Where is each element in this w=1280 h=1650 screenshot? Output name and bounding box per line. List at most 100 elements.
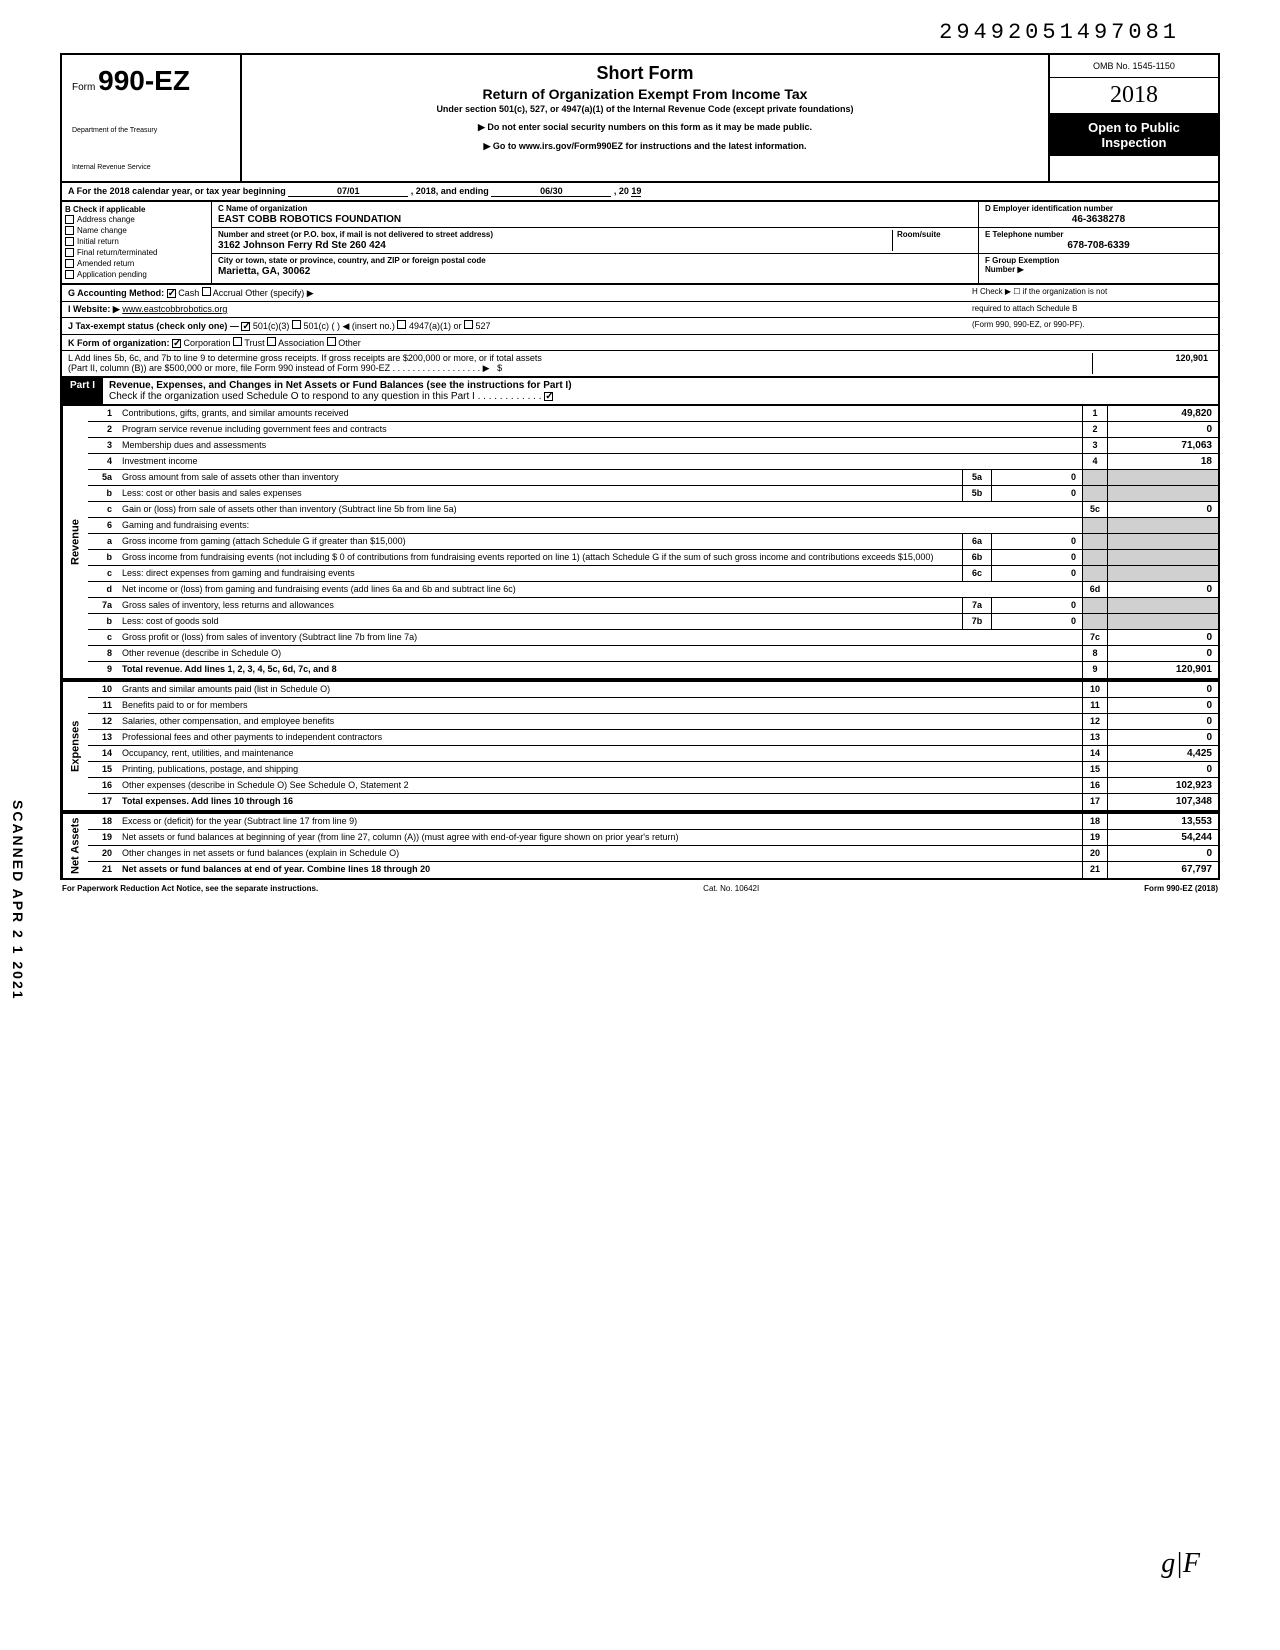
check-pending[interactable]: Application pending [65,269,208,280]
check-initial[interactable]: Initial return [65,236,208,247]
expenses-label: Expenses [62,682,88,810]
table-row: 1Contributions, gifts, grants, and simil… [88,406,1218,422]
line-description: Benefits paid to or for members [118,698,1082,713]
end-line-val: 49,820 [1108,406,1218,421]
j-label: J Tax-exempt status (check only one) — [68,321,239,331]
footer: For Paperwork Reduction Act Notice, see … [60,880,1220,897]
table-row: cGross profit or (loss) from sales of in… [88,630,1218,646]
table-row: 13Professional fees and other payments t… [88,730,1218,746]
line-number: 11 [88,698,118,713]
line-number: 12 [88,714,118,729]
footer-left: For Paperwork Reduction Act Notice, see … [62,884,318,893]
line-number: 8 [88,646,118,661]
line-number: d [88,582,118,597]
i-label: I Website: ▶ [68,304,120,314]
dept-line1: Department of the Treasury [72,127,230,134]
tax-year-begin[interactable]: 07/01 [288,186,408,197]
document-id: 29492051497081 [60,20,1220,45]
end-line-val: 71,063 [1108,438,1218,453]
tax-year-end[interactable]: 06/30 [491,186,611,197]
check-final[interactable]: Final return/terminated [65,247,208,258]
line-number: 15 [88,762,118,777]
line-description: Less: cost of goods sold [118,614,962,629]
check-corporation[interactable] [172,339,181,348]
check-accrual[interactable] [202,287,211,296]
line-description: Gross sales of inventory, less returns a… [118,598,962,613]
website[interactable]: www.eastcobbrobotics.org [122,304,227,314]
line-number: 5a [88,470,118,485]
line-description: Net assets or fund balances at beginning… [118,830,1082,845]
org-name-row: C Name of organization EAST COBB ROBOTIC… [212,202,978,228]
check-name[interactable]: Name change [65,225,208,236]
end-line-num: 12 [1082,714,1108,729]
check-trust[interactable] [233,337,242,346]
mid-line-num: 6c [962,566,992,581]
expenses-section: Expenses 10Grants and similar amounts pa… [60,680,1220,812]
table-row: 21Net assets or fund balances at end of … [88,862,1218,878]
label-city: City or town, state or province, country… [218,256,972,265]
ein[interactable]: 46-3638278 [985,214,1212,225]
end-line-val: 67,797 [1108,862,1218,878]
mid-line-val: 0 [992,534,1082,549]
check-address[interactable]: Address change [65,214,208,225]
label-org-name: C Name of organization [218,204,972,213]
city[interactable]: Marietta, GA, 30062 [218,266,972,277]
label-group: F Group Exemption [985,256,1212,265]
end-line-num: 2 [1082,422,1108,437]
line-description: Occupancy, rent, utilities, and maintena… [118,746,1082,761]
org-name[interactable]: EAST COBB ROBOTICS FOUNDATION [218,214,972,225]
label-address: Number and street (or P.O. box, if mail … [218,230,892,239]
expenses-body: 10Grants and similar amounts paid (list … [88,682,1218,810]
check-527[interactable] [464,320,473,329]
end-line-val: 0 [1108,730,1218,745]
end-line-num: 20 [1082,846,1108,861]
line-number: 20 [88,846,118,861]
mid-line-val: 0 [992,566,1082,581]
tax-year-val[interactable]: 19 [631,186,641,197]
check-amended[interactable]: Amended return [65,258,208,269]
check-association[interactable] [267,337,276,346]
telephone[interactable]: 678-708-6339 [985,240,1212,251]
line-description: Printing, publications, postage, and shi… [118,762,1082,777]
end-line-val [1108,534,1218,549]
k-label: K Form of organization: [68,338,170,348]
line-description: Excess or (deficit) for the year (Subtra… [118,814,1082,829]
line-number: 9 [88,662,118,678]
mid-line-val: 0 [992,598,1082,613]
end-line-num: 13 [1082,730,1108,745]
check-other[interactable] [327,337,336,346]
table-row: 6Gaming and fundraising events: [88,518,1218,534]
row-l: L Add lines 5b, 6c, and 7b to line 9 to … [60,351,1220,378]
table-row: 5aGross amount from sale of assets other… [88,470,1218,486]
end-line-val: 0 [1108,698,1218,713]
mid-line-num: 6a [962,534,992,549]
check-501c[interactable] [292,320,301,329]
address[interactable]: 3162 Johnson Ferry Rd Ste 260 424 [218,240,892,251]
h-label3: (Form 990, 990-EZ, or 990-PF). [972,320,1212,332]
line-number: 18 [88,814,118,829]
table-row: 12Salaries, other compensation, and empl… [88,714,1218,730]
row-g: G Accounting Method: Cash Accrual Other … [60,285,1220,302]
table-row: 19Net assets or fund balances at beginni… [88,830,1218,846]
tel-row: E Telephone number 678-708-6339 [979,228,1218,254]
check-4947[interactable] [397,320,406,329]
mid-line-num: 7b [962,614,992,629]
check-501c3[interactable] [241,322,250,331]
mid-line-val: 0 [992,550,1082,565]
line-description: Other expenses (describe in Schedule O) … [118,778,1082,793]
end-line-num: 10 [1082,682,1108,697]
end-line-val [1108,486,1218,501]
end-line-num [1082,550,1108,565]
end-line-num [1082,598,1108,613]
check-cash[interactable] [167,289,176,298]
table-row: 17Total expenses. Add lines 10 through 1… [88,794,1218,810]
end-line-val: 0 [1108,682,1218,697]
line-number: 3 [88,438,118,453]
end-line-num [1082,486,1108,501]
h-label2: required to attach Schedule B [972,304,1212,315]
line-number: b [88,486,118,501]
line-number: 13 [88,730,118,745]
table-row: 20Other changes in net assets or fund ba… [88,846,1218,862]
check-schedule-o[interactable] [544,392,553,401]
netassets-body: 18Excess or (deficit) for the year (Subt… [88,814,1218,878]
